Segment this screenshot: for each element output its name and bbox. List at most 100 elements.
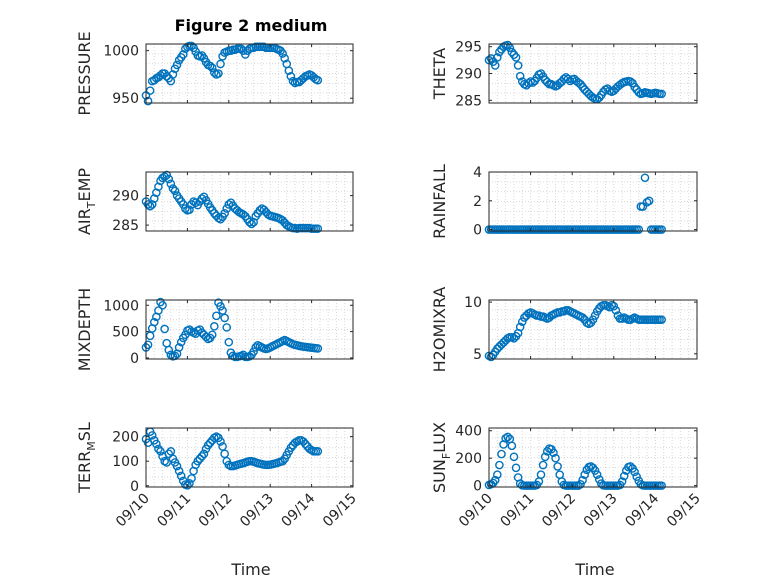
data-point [174,466,184,476]
data-point [590,466,600,475]
series-points [484,40,666,104]
data-point [497,449,506,459]
data-point [160,172,169,182]
series-points [141,170,323,233]
y-axis-label-subscript: M [85,441,98,451]
data-point [565,76,575,86]
data-point [147,431,157,440]
axes-background [489,172,697,231]
y-tick-label: 290 [455,67,482,83]
data-point [553,462,562,471]
data-point [168,70,178,79]
data-point [511,53,521,62]
data-point [181,204,190,213]
axes-box [145,43,354,104]
data-point [511,463,521,473]
data-point [284,66,294,75]
data-point [626,462,635,471]
data-point [176,337,186,347]
data-point [592,470,602,479]
data-point [166,350,176,360]
data-point [145,86,155,95]
data-point [588,315,598,324]
data-point [590,311,600,320]
data-point [197,194,207,203]
data-point [216,302,225,311]
y-tick-label: 0 [473,223,482,239]
y-axis-label: AIRTEMP [75,168,98,235]
data-point [174,343,184,352]
data-point [178,200,188,209]
series-points [484,173,666,234]
y-axis-label-subscript: F [440,453,453,459]
data-point [563,74,573,84]
y-tick-label: 500 [112,325,139,341]
data-point [288,76,298,86]
data-point [611,306,621,315]
data-point [517,317,527,327]
data-point [313,447,323,456]
data-point [286,443,296,452]
data-point [207,63,217,73]
data-point [222,323,232,332]
y-axis-label-part: TERR [75,451,94,494]
data-point [493,53,502,62]
data-point [630,467,639,477]
data-point [191,198,200,207]
data-point [158,300,167,310]
y-tick-label: 100 [112,454,139,470]
data-point [216,437,225,446]
data-point [580,470,589,479]
data-point [199,449,209,459]
data-point [166,179,176,189]
data-point [576,479,585,489]
data-point [164,449,174,459]
data-point [278,49,287,58]
data-point [313,75,323,85]
data-point [657,315,666,324]
data-point [286,72,296,81]
data-point [220,449,229,459]
data-point [218,306,227,315]
data-point [185,205,194,215]
data-point [538,460,548,470]
y-tick-label: 1000 [103,44,139,60]
data-point [513,61,523,70]
axes-background [489,300,697,359]
data-point [301,439,310,449]
data-point [247,219,256,229]
y-tick-label: 290 [112,189,139,205]
data-point [509,333,519,343]
y-tick-label: 950 [112,91,139,107]
subplot-4: 0 2 4 RAINFALL [430,164,698,239]
data-point [203,440,213,450]
data-point [280,53,289,63]
data-point [164,345,174,355]
y-tick-label: 5 [473,347,482,363]
data-point [160,324,169,334]
data-point [634,225,644,234]
y-tick-label: 10 [464,295,482,311]
y-tick-label: 0 [473,479,482,495]
series-points [141,41,323,106]
y-tick-label: 200 [455,451,482,467]
data-point [210,68,219,77]
subplot-2: 285 290 295 THETA [430,40,698,109]
y-tick-label: 285 [112,218,139,234]
grid-lines [146,172,353,231]
data-point [162,458,171,467]
y-axis-label: TERRMSL [75,422,98,494]
figure-title: Figure 2 medium [175,16,328,35]
data-point [493,470,502,479]
data-point [154,444,163,454]
axes-background [146,300,353,359]
data-point [278,456,287,466]
y-axis-label-part: EMP [75,168,94,202]
data-point [507,441,517,451]
data-point [313,224,323,233]
data-point [245,217,254,227]
data-point [657,481,666,490]
data-point [172,60,182,70]
y-tick-label: 200 [112,430,139,446]
data-point [149,317,159,327]
